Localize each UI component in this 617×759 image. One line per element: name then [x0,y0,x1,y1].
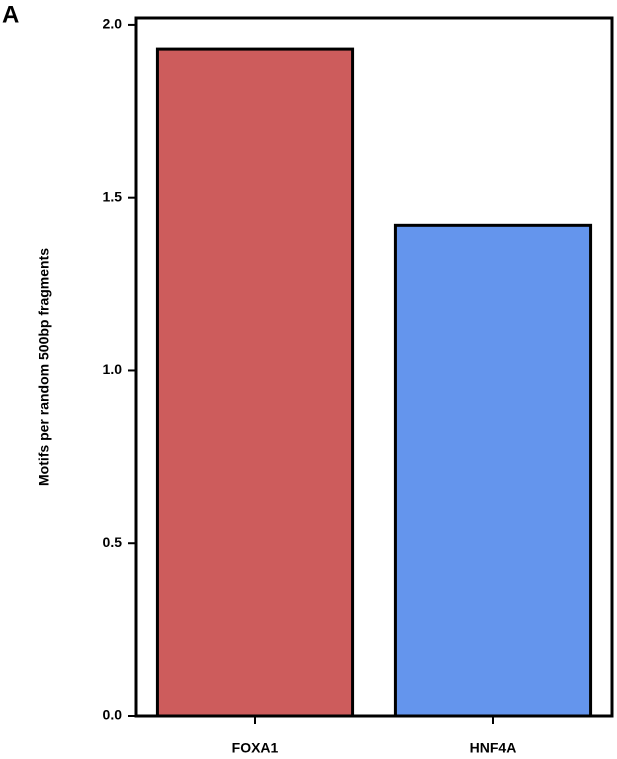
x-tick-label: FOXA1 [232,740,279,756]
y-tick-label: 0.0 [103,707,123,723]
bar [155,47,355,718]
y-axis-label: Motifs per random 500bp fragments [36,248,52,486]
y-tick-label: 1.5 [103,188,123,204]
y-tick-label: 0.5 [103,534,123,550]
y-tick-label: 1.0 [103,361,123,377]
panel-label: A [2,1,19,28]
x-tick-label: HNF4A [470,740,517,756]
y-tick-label: 2.0 [103,16,123,32]
bar [393,223,593,718]
plot-frame [134,16,614,718]
